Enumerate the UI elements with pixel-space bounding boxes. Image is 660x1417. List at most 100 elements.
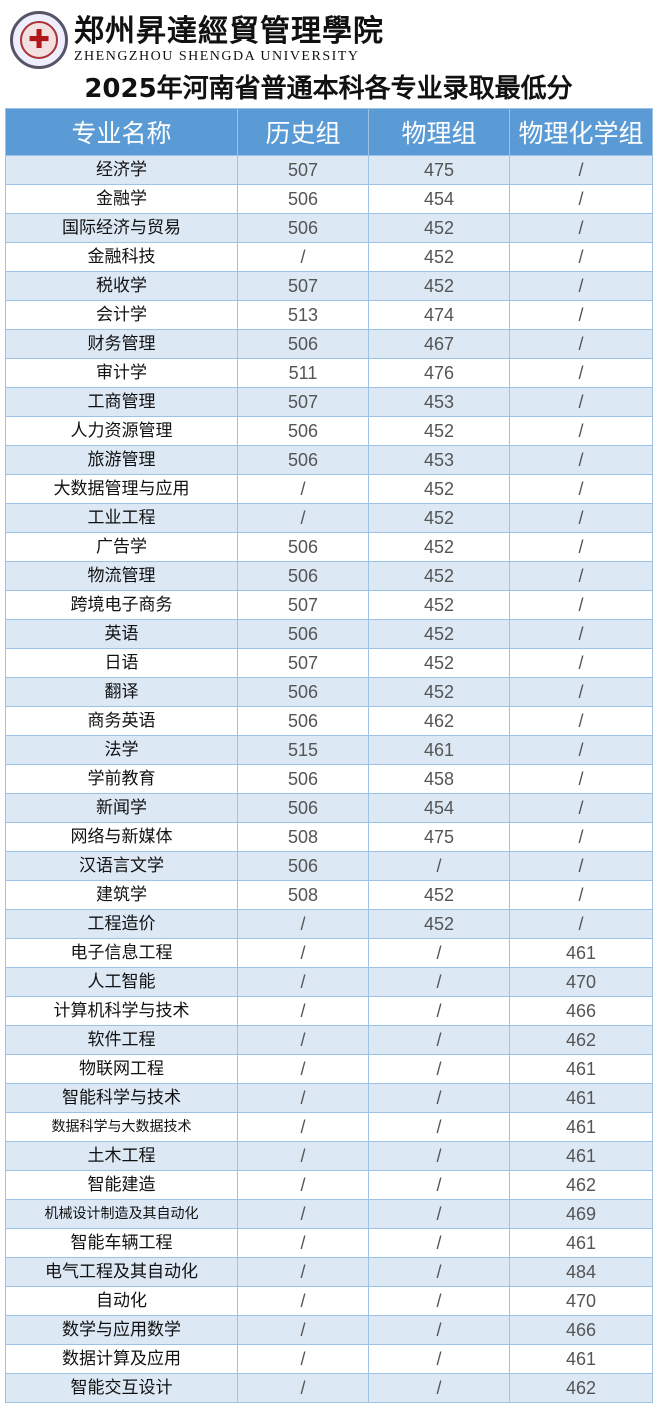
table-row: 商务英语 506 462/: [5, 706, 653, 736]
table-row: 法学 515 461/: [5, 735, 653, 765]
table-row: 土木工程 //461: [5, 1141, 653, 1171]
history-score: 506: [237, 184, 369, 214]
major-name: 旅游管理: [5, 445, 238, 475]
history-score: /: [237, 1257, 369, 1287]
physics-score: 462: [368, 706, 510, 736]
physics-chemistry-score: /: [509, 416, 653, 446]
physics-chemistry-score: /: [509, 590, 653, 620]
table-row: 数据计算及应用 //461: [5, 1344, 653, 1374]
physics-score: 453: [368, 445, 510, 475]
table-row: 物联网工程 //461: [5, 1054, 653, 1084]
history-score: 506: [237, 416, 369, 446]
physics-chemistry-score: /: [509, 300, 653, 330]
physics-score: 475: [368, 822, 510, 852]
physics-score: /: [368, 1315, 510, 1345]
physics-chemistry-score: /: [509, 706, 653, 736]
table-row: 金融科技/452/: [5, 242, 653, 272]
table-row: 建筑学 508 452/: [5, 880, 653, 910]
history-score: 506: [237, 793, 369, 823]
physics-score: 452: [368, 648, 510, 678]
table-row: 会计学 513 474/: [5, 300, 653, 330]
table-row: 金融学 506 454/: [5, 184, 653, 214]
major-name: 工程造价: [5, 909, 238, 939]
table-row: 英语 506 452/: [5, 619, 653, 649]
physics-score: 452: [368, 474, 510, 504]
university-seal-icon: ✚: [10, 11, 68, 69]
physics-chemistry-score: 469: [509, 1199, 653, 1229]
physics-score: 452: [368, 561, 510, 591]
table-row: 税收学 507 452/: [5, 271, 653, 301]
major-name: 汉语言文学: [5, 851, 238, 881]
table-row: 计算机科学与技术 //466: [5, 996, 653, 1026]
physics-score: /: [368, 1257, 510, 1287]
history-score: 506: [237, 706, 369, 736]
history-score: 507: [237, 590, 369, 620]
major-name: 会计学: [5, 300, 238, 330]
physics-chemistry-score: 470: [509, 967, 653, 997]
physics-score: 474: [368, 300, 510, 330]
physics-score: 452: [368, 503, 510, 533]
physics-chemistry-score: /: [509, 387, 653, 417]
table-row: 新闻学 506 454/: [5, 793, 653, 823]
table-row: 智能车辆工程 //461: [5, 1228, 653, 1258]
physics-chemistry-score: 461: [509, 1141, 653, 1171]
history-score: /: [237, 1373, 369, 1403]
major-name: 金融学: [5, 184, 238, 214]
major-name: 数据计算及应用: [5, 1344, 238, 1374]
physics-score: /: [368, 1083, 510, 1113]
physics-chemistry-score: 462: [509, 1170, 653, 1200]
major-name: 电气工程及其自动化: [5, 1257, 238, 1287]
table-row: 数学与应用数学 //466: [5, 1315, 653, 1345]
physics-score: 467: [368, 329, 510, 359]
history-score: 506: [237, 851, 369, 881]
table-row: 工程造价/452/: [5, 909, 653, 939]
physics-chemistry-score: /: [509, 648, 653, 678]
table-row: 广告学 506 452/: [5, 532, 653, 562]
physics-score: 476: [368, 358, 510, 388]
history-score: /: [237, 1228, 369, 1258]
physics-score: /: [368, 967, 510, 997]
major-name: 商务英语: [5, 706, 238, 736]
major-name: 新闻学: [5, 793, 238, 823]
column-header-physics-chemistry: 物理化学组: [509, 108, 653, 156]
physics-score: /: [368, 1141, 510, 1171]
history-score: 507: [237, 387, 369, 417]
physics-score: 452: [368, 677, 510, 707]
physics-score: /: [368, 1286, 510, 1316]
physics-score: 452: [368, 213, 510, 243]
history-score: /: [237, 909, 369, 939]
major-name: 人力资源管理: [5, 416, 238, 446]
major-name: 国际经济与贸易: [5, 213, 238, 243]
history-score: 506: [237, 619, 369, 649]
physics-chemistry-score: /: [509, 822, 653, 852]
major-name: 法学: [5, 735, 238, 765]
major-name: 跨境电子商务: [5, 590, 238, 620]
physics-chemistry-score: /: [509, 503, 653, 533]
table-row: 工商管理 507 453/: [5, 387, 653, 417]
history-score: 506: [237, 677, 369, 707]
physics-score: 452: [368, 242, 510, 272]
physics-chemistry-score: 466: [509, 1315, 653, 1345]
physics-chemistry-score: /: [509, 880, 653, 910]
physics-score: 452: [368, 880, 510, 910]
physics-score: /: [368, 996, 510, 1026]
table-row: 旅游管理 506 453/: [5, 445, 653, 475]
physics-chemistry-score: 461: [509, 1344, 653, 1374]
table-row: 智能科学与技术 //461: [5, 1083, 653, 1113]
major-name: 金融科技: [5, 242, 238, 272]
physics-score: 452: [368, 416, 510, 446]
table-row: 审计学 511 476/: [5, 358, 653, 388]
physics-chemistry-score: /: [509, 184, 653, 214]
physics-score: 453: [368, 387, 510, 417]
physics-chemistry-score: 462: [509, 1025, 653, 1055]
physics-chemistry-score: /: [509, 242, 653, 272]
physics-score: /: [368, 1228, 510, 1258]
physics-chemistry-score: /: [509, 358, 653, 388]
school-name-cn: 郑州昇達經貿管理學院: [74, 14, 384, 49]
history-score: 506: [237, 213, 369, 243]
major-name: 翻译: [5, 677, 238, 707]
table-row: 机械设计制造及其自动化 //469: [5, 1199, 653, 1229]
table-row: 工业工程/452/: [5, 503, 653, 533]
history-score: /: [237, 242, 369, 272]
table-row: 跨境电子商务 507 452/: [5, 590, 653, 620]
